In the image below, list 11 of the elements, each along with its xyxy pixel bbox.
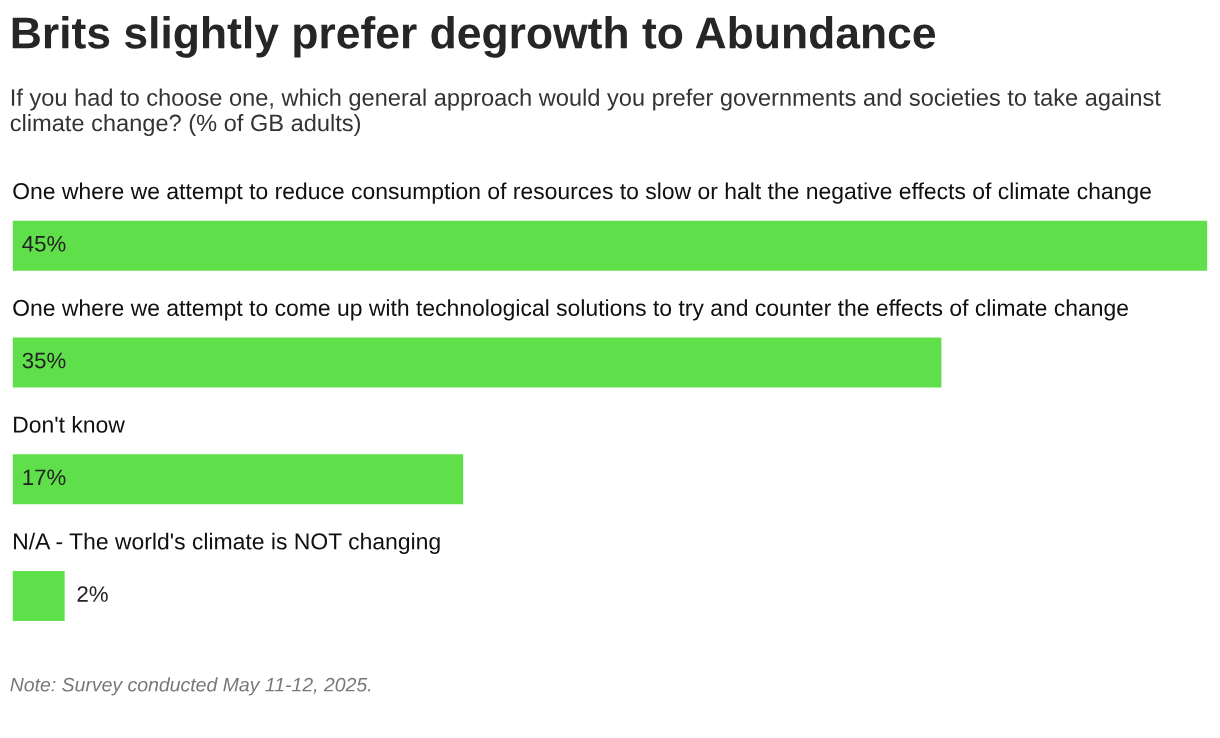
data-label: 17% [23, 469, 66, 486]
chart-subtitle: If you had to choose one, which general approach would you prefer governments and societies to take against climate change? (% of GB adults) [10, 88, 1161, 136]
chart-title: Brits slightly prefer degrowth to Abundance [12, 16, 936, 58]
y-tick-label: One where we attempt to reduce consumption of resources to slow or halt the negative effects of climate change [13, 182, 1151, 204]
text: Note: Survey conducted May 11-12, 2025. [10, 677, 371, 696]
y-tick-label: Don't know [14, 415, 125, 433]
data-label: 35% [22, 352, 66, 369]
data-label: 2% [77, 586, 108, 602]
y-tick-label: One where we attempt to come up with technological solutions to try and counter the effects of climate change [13, 299, 1128, 321]
data-label: 45% [22, 235, 66, 252]
y-tick-label: N/A - The world's climate is NOT changing [14, 532, 440, 555]
